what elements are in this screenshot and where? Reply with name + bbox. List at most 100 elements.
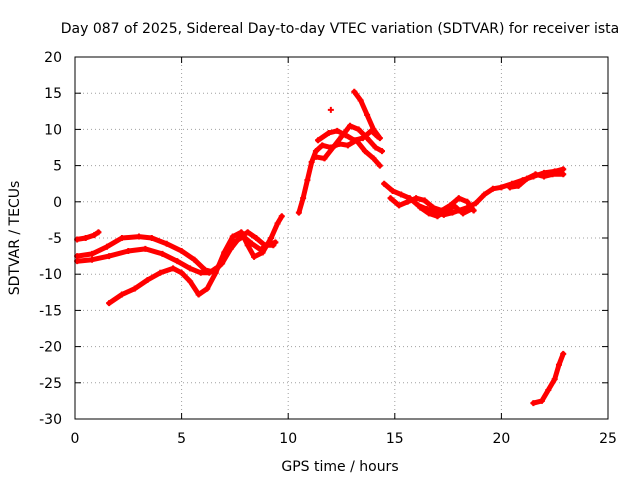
data-point xyxy=(187,265,194,272)
data-point xyxy=(187,278,194,285)
data-point xyxy=(560,171,567,178)
data-point xyxy=(244,242,251,249)
data-point xyxy=(555,361,562,368)
data-point xyxy=(344,142,351,149)
data-point xyxy=(315,137,322,144)
data-point xyxy=(372,144,379,151)
tick-labels: 0 5 10 15 20 25 -30 -25 -20 -15 -10 -5 0 5 10 15 20 xyxy=(39,50,617,447)
data-point xyxy=(229,233,236,240)
data-point xyxy=(379,148,386,155)
data-point xyxy=(355,126,362,133)
data-point xyxy=(334,127,341,134)
data-point xyxy=(460,210,467,217)
data-point xyxy=(312,148,319,155)
data-point xyxy=(468,206,475,213)
data-point xyxy=(268,235,275,241)
data-point xyxy=(295,209,302,216)
ticks xyxy=(74,56,609,420)
series-line xyxy=(530,351,566,406)
data-point xyxy=(178,248,185,255)
data-point xyxy=(253,235,260,241)
data-point xyxy=(163,240,170,247)
data-point xyxy=(449,209,456,216)
data-point xyxy=(498,184,505,191)
series-trace-8 xyxy=(351,88,383,142)
data-point xyxy=(82,235,89,241)
x-tick-label: 20 xyxy=(492,431,510,447)
data-point xyxy=(118,235,125,241)
data-point xyxy=(381,180,388,187)
data-point xyxy=(135,233,142,240)
y-tick-label: -25 xyxy=(39,376,62,392)
data-point xyxy=(451,203,458,210)
data-point xyxy=(442,207,449,214)
series-trace-1 xyxy=(74,229,102,243)
data-point xyxy=(91,232,98,239)
data-point xyxy=(274,220,281,227)
data-point xyxy=(396,202,403,209)
data-point xyxy=(148,235,155,241)
data-point xyxy=(404,198,411,205)
data-point xyxy=(244,229,251,236)
data-point xyxy=(95,229,102,236)
y-tick-label: -10 xyxy=(39,267,62,283)
data-point xyxy=(251,253,258,260)
data-point xyxy=(560,166,567,173)
data-point xyxy=(357,97,364,104)
data-point xyxy=(413,195,420,202)
data-point xyxy=(370,126,377,133)
data-point xyxy=(364,111,371,118)
data-point xyxy=(89,250,96,257)
data-point xyxy=(398,191,405,198)
data-point xyxy=(174,258,181,265)
y-tick-label: -5 xyxy=(48,231,62,247)
data-point xyxy=(195,291,202,298)
data-point xyxy=(212,269,219,276)
data-point xyxy=(321,155,328,162)
x-tick-label: 10 xyxy=(279,431,297,447)
grid xyxy=(75,57,608,419)
data-point xyxy=(118,291,125,298)
data-point xyxy=(131,285,138,292)
data-point xyxy=(387,195,394,202)
data-point xyxy=(489,185,496,192)
x-tick-label: 5 xyxy=(177,431,186,447)
data-point xyxy=(376,135,383,142)
data-point xyxy=(551,376,558,383)
y-tick-label: -20 xyxy=(39,340,62,356)
data-point xyxy=(434,213,441,220)
data-point xyxy=(389,187,396,194)
data-point xyxy=(560,350,567,357)
y-tick-label: 10 xyxy=(44,122,62,138)
y-tick-label: -15 xyxy=(39,303,62,319)
data-point xyxy=(342,132,349,139)
data-point xyxy=(370,155,377,162)
x-tick-label: 0 xyxy=(71,431,80,447)
series-trace-9 xyxy=(327,106,334,113)
data-point xyxy=(347,122,354,129)
data-point xyxy=(191,256,198,263)
data-point xyxy=(221,249,228,256)
data-point xyxy=(351,137,358,144)
data-point xyxy=(359,135,366,142)
y-tick-label: 15 xyxy=(44,86,62,102)
y-tick-label: 5 xyxy=(53,159,62,175)
data-point xyxy=(421,197,428,204)
data-point xyxy=(506,184,513,191)
chart-title: Day 087 of 2025, Sidereal Day-to-day VTE… xyxy=(61,21,619,37)
data-point xyxy=(106,253,113,260)
data-point xyxy=(144,276,151,283)
data-point xyxy=(259,249,266,256)
data-point xyxy=(361,148,368,155)
data-point xyxy=(308,158,315,165)
y-axis-label: SDTVAR / TECUs xyxy=(7,181,23,296)
data-point xyxy=(159,250,166,257)
data-point xyxy=(125,248,132,255)
series-trace-3 xyxy=(74,233,279,276)
data-point xyxy=(515,182,522,189)
series-trace-5 xyxy=(295,137,383,216)
data-point xyxy=(538,397,545,404)
data-point xyxy=(197,269,204,276)
series-group xyxy=(74,88,567,407)
